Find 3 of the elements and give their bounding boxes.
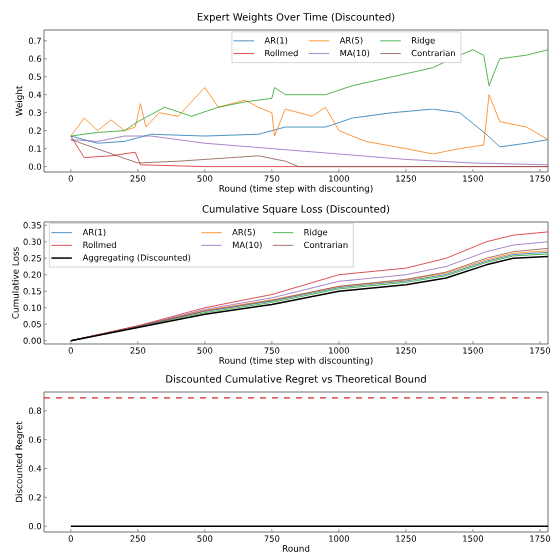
- line-series: [70, 108, 549, 148]
- line-series: [70, 49, 549, 137]
- line-series: [70, 87, 549, 155]
